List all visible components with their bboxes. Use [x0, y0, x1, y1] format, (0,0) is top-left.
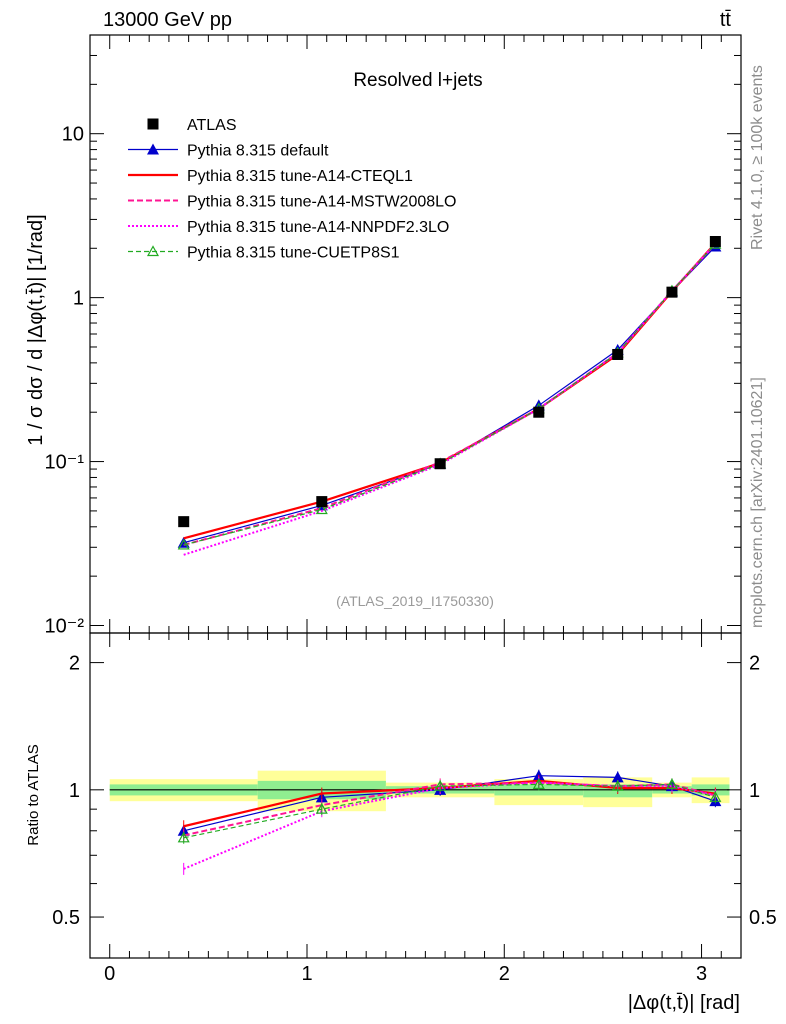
y-tick-label: 10: [62, 124, 84, 146]
legend-label: Pythia 8.315 default: [187, 143, 329, 160]
data-point-cuetp8s1: [315, 503, 328, 515]
ratio-point-cuetp8s1: [315, 802, 328, 814]
main-series-group: [177, 235, 722, 556]
ratio-point-cuetp8s1: [434, 779, 447, 791]
legend-label: Pythia 8.315 tune-CUETP8S1: [187, 245, 400, 262]
ratio-ylabel: Ratio to ATLAS: [25, 744, 42, 845]
ratio-plot-panel: 0.5 0.5 1 1 2 2 0 1 2 3 Ratio to ATLAS |Δφ(t,t̄)|…: [25, 632, 777, 1014]
series-line-cteql1: [183, 242, 717, 540]
series-line-cuetp8s1: [183, 243, 716, 546]
series-line-nnpdf: [183, 243, 717, 556]
mcplots-label: mcplots.cern.ch [arXiv:2401.10621]: [749, 377, 766, 628]
legend-label: Pythia 8.315 tune-A14-NNPDF2.3LO: [187, 219, 449, 236]
ratio-point-cuetp8s1: [709, 791, 722, 802]
data-point-cuetp8s1: [177, 538, 190, 550]
y-tick-label: 10⁻²: [45, 615, 85, 637]
main-title: Resolved l+jets: [353, 70, 482, 91]
legend-marker-default: [147, 143, 159, 155]
data-point-data: [533, 406, 545, 418]
x-tick-label: 0: [104, 963, 115, 985]
x-tick-label: 3: [696, 963, 707, 985]
data-point-data: [316, 496, 328, 508]
ratio-point-cuetp8s1: [611, 779, 624, 791]
ratio-y-tick-label: 1: [69, 780, 80, 802]
data-point-data: [178, 516, 190, 528]
series-line-default: [183, 246, 716, 544]
data-point-data: [666, 286, 678, 298]
ratio-series-group: [177, 769, 722, 875]
legend: ATLAS Pythia 8.315 default Pythia 8.315 tu…: [128, 117, 456, 262]
ratio-y-tick-label-right: 1: [749, 780, 760, 802]
ratio-y-tick-label-right: 2: [749, 653, 760, 675]
data-point-data: [709, 235, 721, 247]
ratio-point-default: [611, 771, 624, 783]
legend-marker-data: [147, 118, 159, 130]
ratio-frame: [89, 632, 742, 959]
main-ylabel: 1 / σ dσ / d |Δφ(t,t̄)| [1/rad]: [25, 214, 47, 445]
legend-label: Pythia 8.315 tune-A14-MSTW2008LO: [187, 194, 456, 211]
ratio-point-cuetp8s1: [532, 778, 545, 789]
ratio-y-tick-label-right: 0.5: [749, 907, 777, 929]
legend-marker-cuetp8s1: [146, 245, 160, 257]
series-line-mstw: [183, 243, 717, 546]
x-tick-label: 1: [301, 963, 312, 985]
main-plot-panel: 10⁻² 10⁻¹ 1 10 Resolved l+jets (ATLAS_2019_…: [25, 34, 742, 637]
y-tick-label: 1: [73, 288, 84, 310]
ratio-point-cuetp8s1: [665, 778, 678, 789]
x-tick-label: 2: [499, 963, 510, 985]
ratio-y-tick-label: 2: [69, 653, 80, 675]
ratio-axes: 0.5 0.5 1 1 2 2 0 1 2 3: [52, 633, 777, 985]
rivet-version-label: Rivet 4.1.0, ≥ 100k events: [749, 65, 766, 250]
ratio-point-cuetp8s1: [177, 831, 190, 843]
main-axes: 10⁻² 10⁻¹ 1 10: [45, 34, 742, 637]
data-point-data: [434, 458, 446, 470]
x-axis-label: |Δφ(t,t̄)| [rad]: [628, 992, 740, 1014]
ratio-y-tick-label: 0.5: [52, 907, 80, 929]
process-label: tt̄: [720, 9, 732, 31]
analysis-annotation: (ATLAS_2019_I1750330): [336, 593, 494, 609]
legend-label: Pythia 8.315 tune-A14-CTEQL1: [187, 168, 413, 185]
legend-label: ATLAS: [187, 117, 237, 134]
y-tick-label: 10⁻¹: [45, 452, 85, 474]
data-point-data: [612, 348, 624, 360]
energy-label: 13000 GeV pp: [103, 9, 232, 31]
